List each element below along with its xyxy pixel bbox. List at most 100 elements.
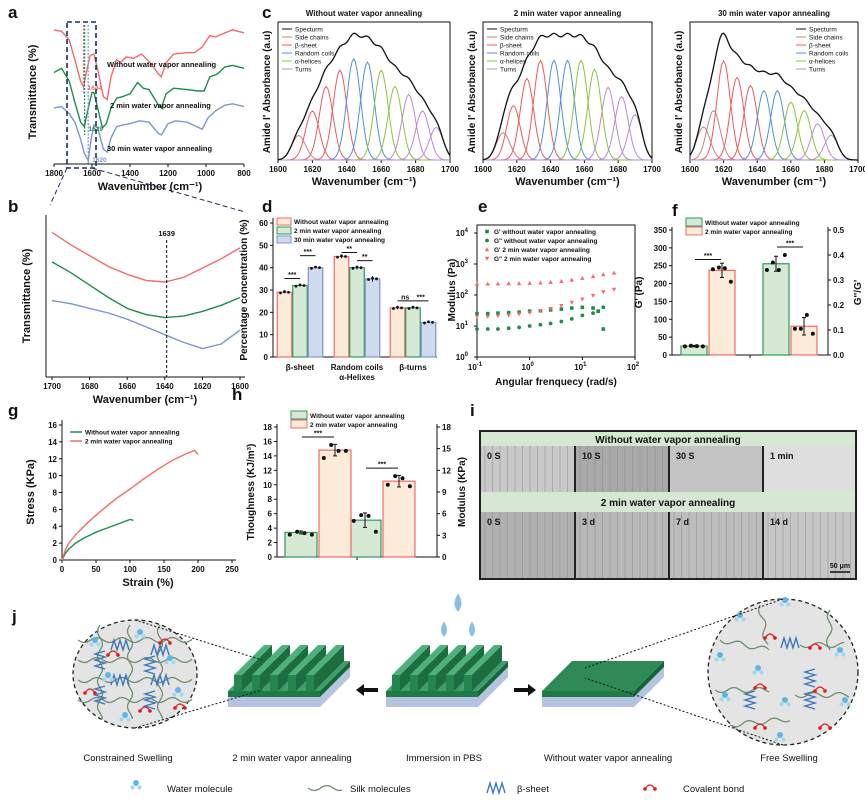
y-tick-label: 30 [259,286,268,295]
y-tick-label: 40 [259,264,268,273]
film-side [320,661,350,697]
x-tick-label: 1700 [43,382,61,391]
y-tick-label: 104 [456,228,469,238]
panel-label-f: f [672,201,678,220]
annealed-film-illustration [228,645,350,707]
data-point [548,321,553,326]
ridge-front [446,675,454,691]
bond-end [173,706,177,710]
bond-end [753,686,757,690]
x-axis-label: Angular frenquecy (rad/s) [495,377,617,388]
water-drop-icon [454,593,462,612]
water-molecule-icon [164,655,176,665]
zoom-connector [91,167,246,213]
legend-label: Without water vapor annealing [705,220,800,227]
data-point [611,270,617,275]
x-tick-label: 1620 [715,165,733,174]
x-tick-exponent: 0 [530,362,534,368]
bond-end [818,726,822,730]
data-point [302,531,307,536]
hydrogen-atom [774,737,779,742]
x-category-label: Random coils [331,363,384,372]
data-point [371,276,374,280]
x-category-label: β-turns [399,363,427,372]
data-point [611,287,617,292]
silk-chain [77,676,193,684]
ftir-curve [53,29,245,101]
ftir-curve [53,64,245,130]
data-point [506,313,511,318]
y-axis-label: Stress (KPa) [25,459,37,525]
y-tick-label: 0.1 [833,326,845,335]
data-point [580,297,585,302]
y-tick-label: 0.0 [833,351,845,360]
y-axis-label: Modulus (Pa) [447,259,458,322]
y-tick-label: 6 [268,510,273,519]
stage-label: Immersion in PBS [406,753,482,764]
data-point [475,327,479,331]
significance-label: ** [362,254,368,261]
oxygen-atom [782,597,788,603]
bond-end [83,691,87,695]
x-tick-label: 50 [92,565,101,574]
ridge-side [400,645,430,691]
bond-end [763,686,767,690]
data-point [601,290,606,295]
data-point [517,325,521,330]
x-tick-label: 1620 [194,382,212,391]
bond-end [753,726,757,730]
data-point [770,260,775,265]
stress-strain-curve [61,449,199,561]
legend-label: Without water vapor annealing [85,430,180,437]
data-point [392,307,395,310]
significance-label: *** [314,431,322,438]
water-molecule-icon [839,697,851,707]
y-tick-exponent: 4 [465,228,469,234]
y-tick-label: 0 [442,553,447,562]
x-category-label: β-sheet [286,363,315,372]
deconvolution-component [690,123,858,161]
data-point [798,326,803,331]
data-point [309,532,314,537]
data-point [495,314,501,319]
water-molecule-icon [172,687,184,697]
y-axis-label: G' (Pa) [634,277,645,309]
ridge-top [234,645,272,675]
y-tick-label: 102 [456,290,469,300]
bar [389,307,406,358]
data-point [393,474,398,479]
data-point [716,265,721,270]
x-tick-label: 1600 [269,165,287,174]
legend-label: Turns [500,67,517,74]
data-point [694,344,699,349]
x-tick-label: 1000 [197,169,215,178]
ridge-top [270,645,308,675]
micrograph-image [764,446,855,492]
legend-label: α-helices [500,59,527,66]
oxygen-atom [122,712,128,718]
data-point [343,448,348,453]
oxygen-atom [737,612,743,618]
y-tick-label: 2 [268,539,273,548]
stage-label: 2 min water vapor annealing [232,753,351,764]
oxygen-atom [175,687,181,693]
covalent-bond-icon [158,638,172,645]
significance-label: *** [417,294,425,301]
silk-chain [77,636,193,644]
x-axis-label: Wavenumber (cm⁻¹) [722,176,827,188]
hydrogen-atom [102,677,107,682]
x-tick-exponent: 1 [583,362,587,368]
bar [364,278,381,358]
hydrogen-atom [109,677,114,682]
covalent-bond-icon [763,633,777,640]
panel-label-b: b [8,197,18,216]
y-tick-label: 0 [53,556,58,565]
data-point [283,290,286,293]
bond-end [773,636,777,640]
silk-chain [96,624,104,720]
data-point [810,331,815,336]
ridge-front [464,675,472,691]
hydrogen-atom [779,702,784,707]
